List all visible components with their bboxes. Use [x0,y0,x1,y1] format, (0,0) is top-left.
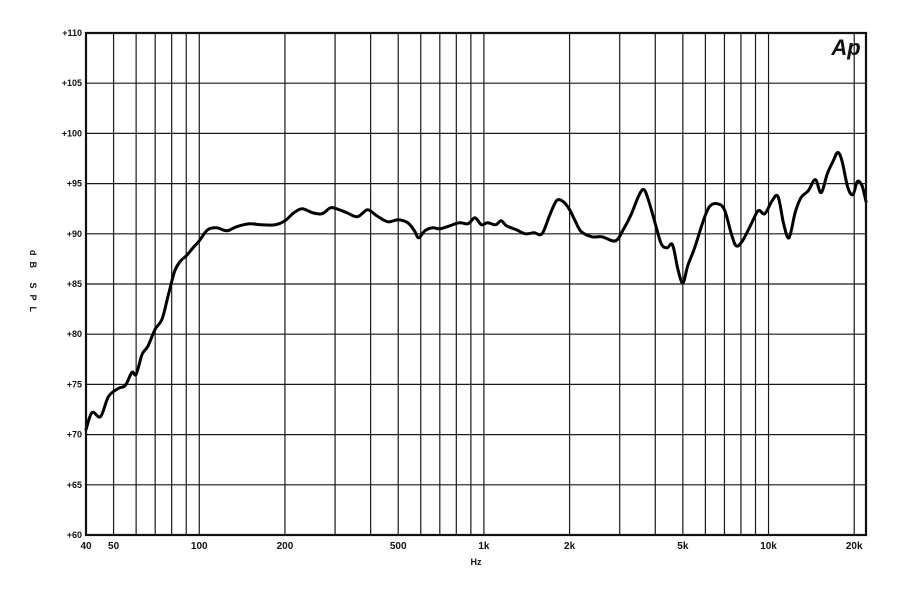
plot-frame [84,31,868,537]
x-tick-label: 500 [390,541,407,552]
y-tick-label: +75 [67,379,82,389]
series-group [84,150,868,432]
x-tick-label: 5k [677,541,689,552]
y-tick-labels: +60 +65 +70 +75 +80 +85 +90 +95 +100 +105 +110 [62,28,82,540]
x-tick-label: 1k [478,541,490,552]
ap-logo: Ap [830,35,860,60]
y-tick-label: +90 [67,229,82,239]
y-tick-label: +110 [62,28,82,38]
y-tick-label: +85 [67,279,82,289]
y-tick-label: +80 [67,329,82,339]
x-tick-labels: 40 50 100 200 500 1k 2k 5k 10k 20k [80,541,863,552]
y-tick-label: +70 [67,430,82,440]
response-curve-line [84,150,868,432]
x-tick-label: 20k [846,541,863,552]
x-axis-label: Hz [471,557,482,567]
y-tick-label: +60 [67,530,82,540]
x-tick-label: 2k [564,541,576,552]
y-tick-label: +100 [62,128,82,138]
y-tick-label: +65 [67,480,82,490]
grid [85,32,866,536]
x-tick-label: 50 [108,541,120,552]
x-tick-label: 10k [760,541,777,552]
x-tick-label: 100 [191,541,208,552]
y-tick-label: +105 [62,78,82,88]
x-tick-label: 200 [277,541,294,552]
y-axis-label: dB SPL [28,250,38,318]
x-tick-label: 40 [80,541,92,552]
y-tick-label: +95 [67,179,82,189]
